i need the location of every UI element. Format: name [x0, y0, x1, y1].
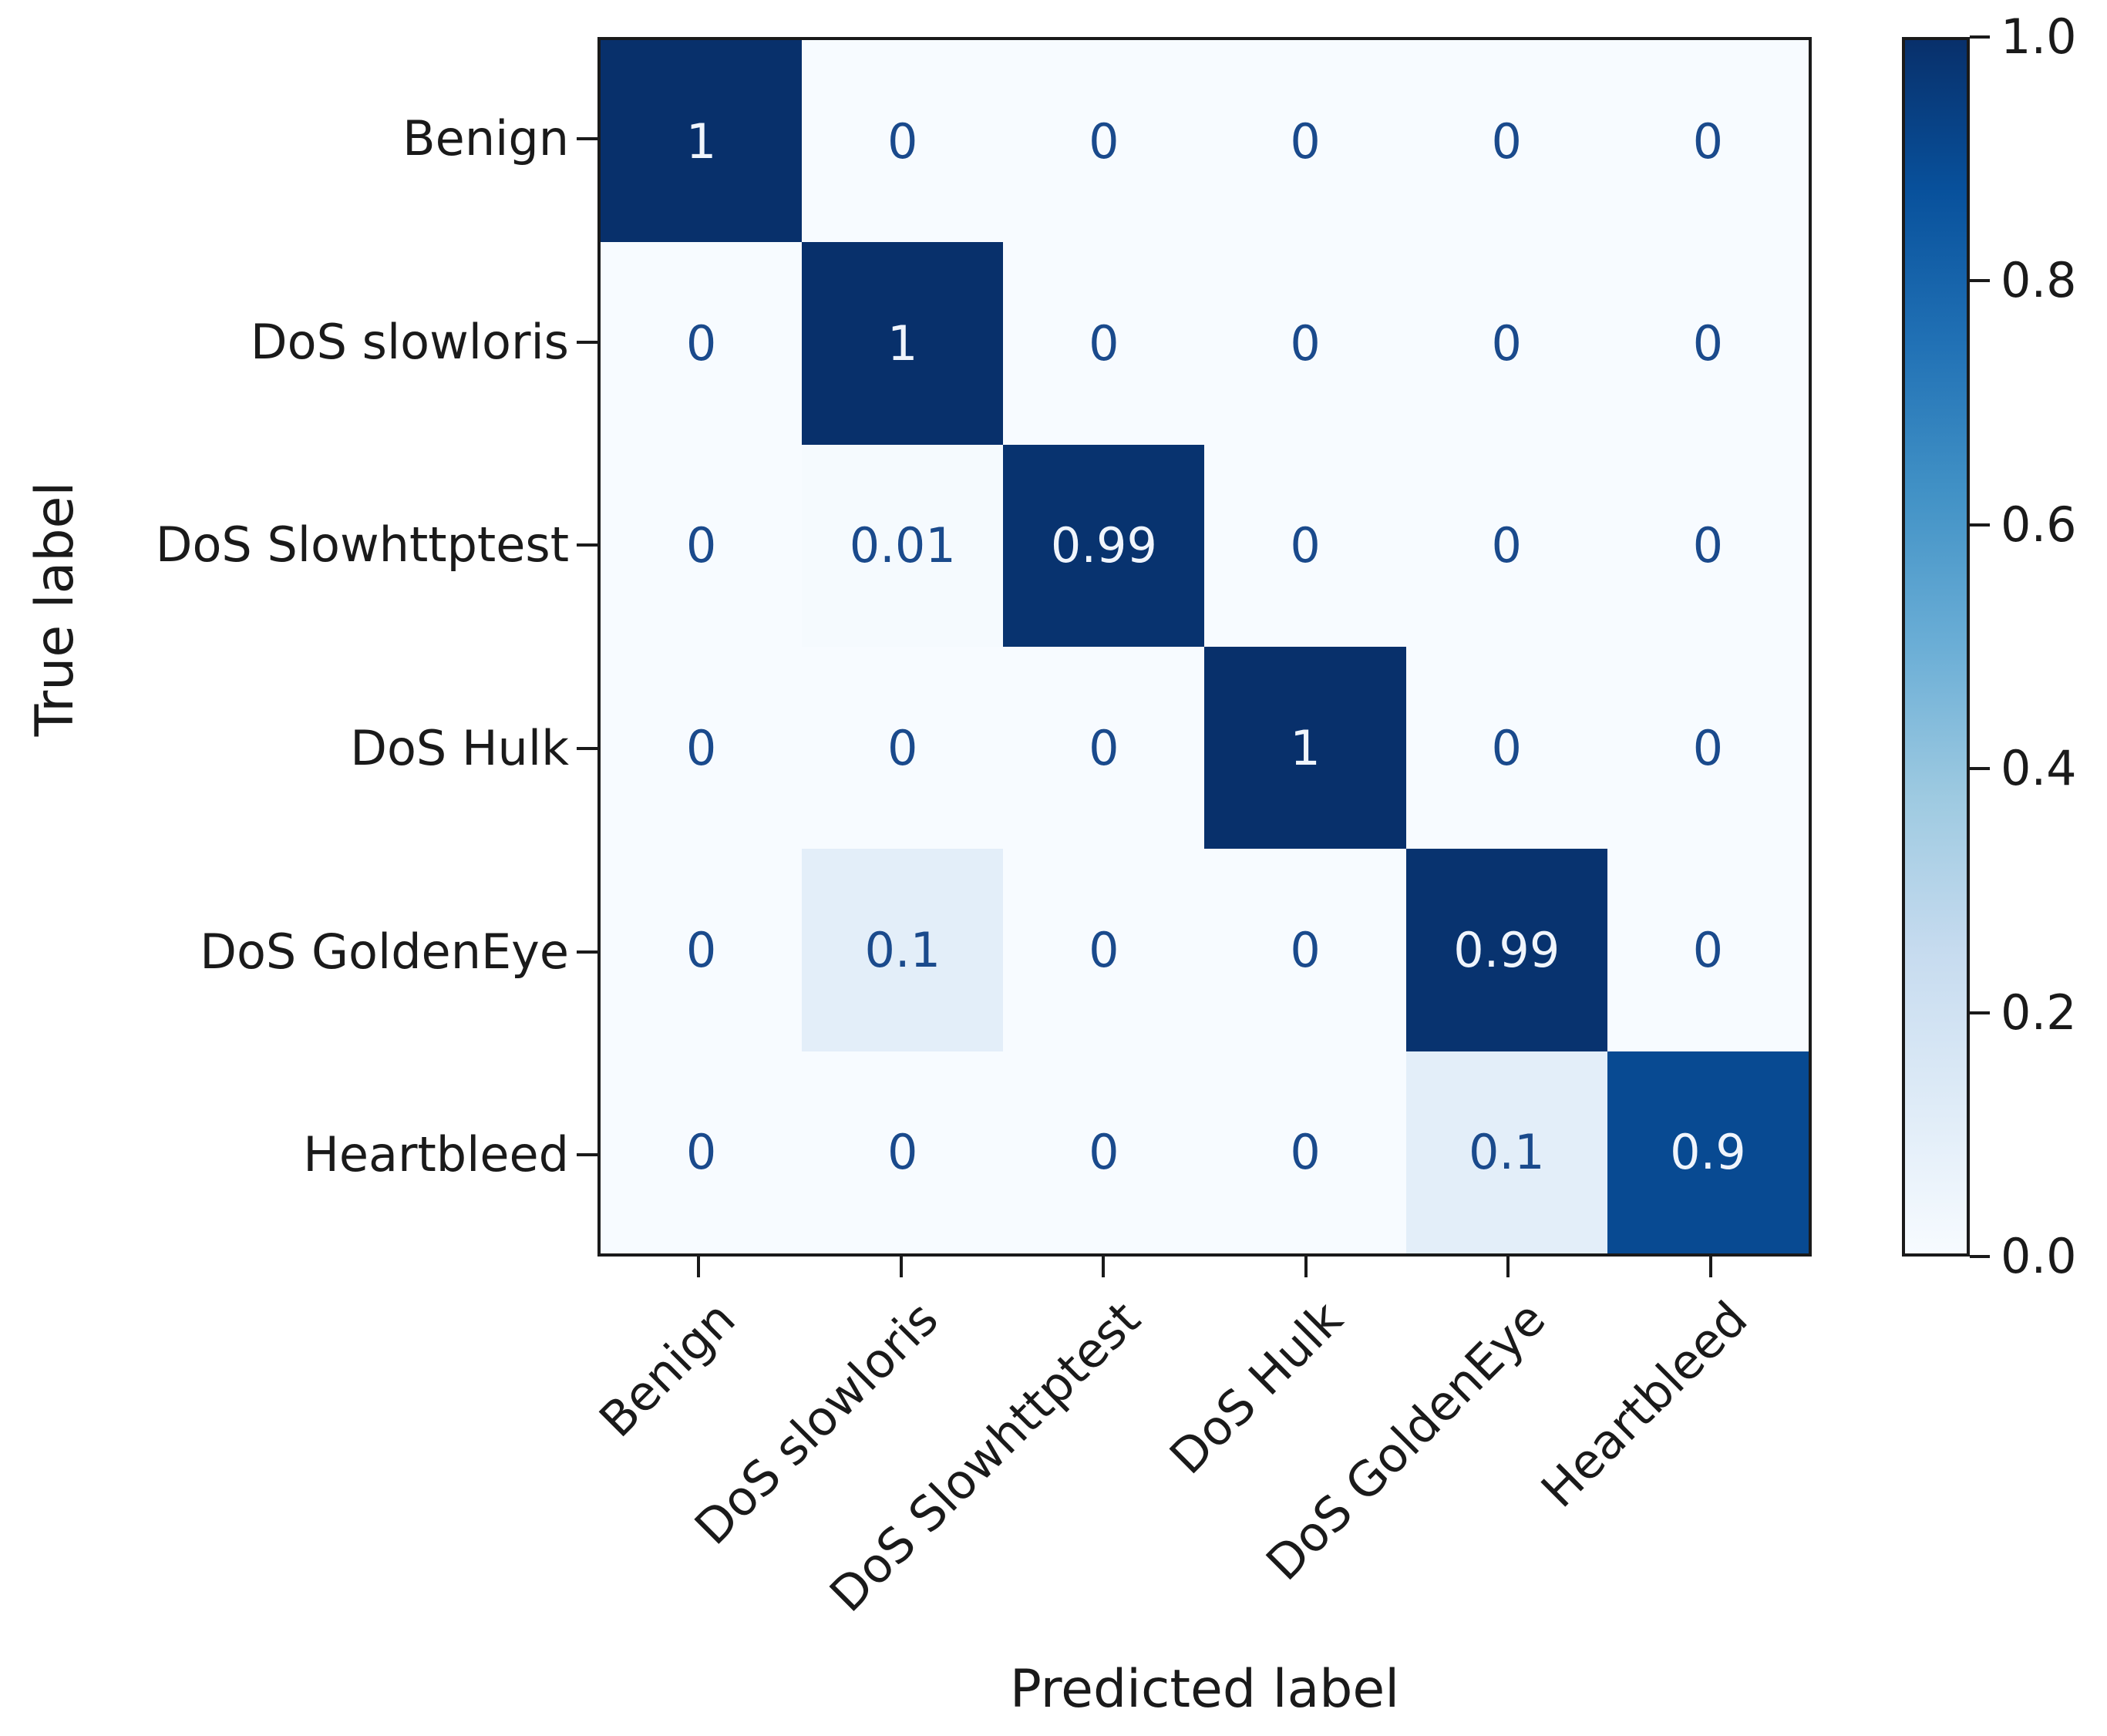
matrix-cell: 0: [1003, 40, 1205, 243]
matrix-cell: 0: [1405, 647, 1607, 849]
x-tick-mark: [1304, 1257, 1308, 1277]
matrix-cell: 0: [1204, 40, 1406, 243]
y-tick-mark: [577, 543, 597, 547]
matrix-cell: 0: [1607, 849, 1809, 1051]
matrix-cell: 0.1: [802, 849, 1004, 1051]
colorbar-tick-label: 0.0: [2001, 1228, 2077, 1284]
matrix-cell: 0: [1405, 242, 1607, 445]
matrix-cell: 0: [1607, 242, 1809, 445]
colorbar-tick-label: 0.4: [2001, 740, 2077, 797]
matrix-cell: 0: [1405, 40, 1607, 243]
y-tick-label: DoS slowloris: [250, 313, 569, 370]
matrix-cell: 0.01: [802, 444, 1004, 647]
y-tick-mark: [577, 950, 597, 954]
matrix-cell: 0: [1003, 849, 1205, 1051]
matrix-cell: 0: [1607, 647, 1809, 849]
matrix-cell: 0: [1204, 1051, 1406, 1253]
matrix-cell: 0: [601, 444, 803, 647]
matrix-cell: 0: [802, 40, 1004, 243]
matrix-cell: 0: [1003, 242, 1205, 445]
matrix-cell: 0: [601, 647, 803, 849]
matrix-cell: 1: [802, 242, 1004, 445]
matrix-cell: 0: [601, 242, 803, 445]
colorbar-tick-label: 1.0: [2001, 8, 2077, 65]
x-tick-mark: [899, 1257, 903, 1277]
colorbar-tick-mark: [1970, 767, 1990, 771]
y-tick-label: DoS GoldenEye: [200, 923, 569, 980]
x-tick-label-text: Benign: [588, 1290, 746, 1448]
colorbar-tick-mark: [1970, 523, 1990, 527]
matrix-cell: 0: [1204, 849, 1406, 1051]
colorbar-tick-label: 0.6: [2001, 496, 2077, 553]
matrix-cell: 0: [1405, 444, 1607, 647]
matrix-cell: 0: [1607, 40, 1809, 243]
matrix-cell: 0: [601, 1051, 803, 1253]
y-tick-mark: [577, 1153, 597, 1157]
matrix-cell: 0: [1204, 444, 1406, 647]
x-tick-mark: [1708, 1257, 1712, 1277]
matrix-cell: 0.1: [1405, 1051, 1607, 1253]
x-tick-label-text: Heartbleed: [1530, 1290, 1759, 1519]
matrix-cell: 0: [802, 647, 1004, 849]
matrix-cell: 0.99: [1003, 444, 1205, 647]
colorbar-tick-mark: [1970, 1255, 1990, 1258]
matrix-cell: 0.99: [1405, 849, 1607, 1051]
matrix-cell: 0: [802, 1051, 1004, 1253]
x-tick-mark: [697, 1257, 701, 1277]
y-tick-label: Heartbleed: [303, 1126, 569, 1183]
y-tick-label: Benign: [402, 109, 569, 167]
matrix-cell: 0: [1607, 444, 1809, 647]
matrix-cell: 1: [601, 40, 803, 243]
y-tick-label: DoS Slowhttptest: [155, 516, 569, 574]
y-tick-mark: [577, 136, 597, 140]
matrix-cell: 0: [601, 849, 803, 1051]
x-axis-title: Predicted label: [1009, 1659, 1400, 1720]
matrix-cell: 0: [1003, 1051, 1205, 1253]
colorbar: [1902, 37, 1970, 1257]
matrix-cell: 1: [1204, 647, 1406, 849]
y-tick-mark: [577, 746, 597, 750]
colorbar-tick-mark: [1970, 279, 1990, 283]
colorbar-tick-label: 0.2: [2001, 984, 2077, 1041]
matrix-cell: 0.9: [1607, 1051, 1809, 1253]
heatmap-grid: 1 0 0 0 0 0 0 1 0 0 0 0 0 0.01 0.99 0 0 0 0 0 0 1 0 0 0 0.1 0 0 0.99…: [597, 37, 1812, 1257]
x-tick-mark: [1506, 1257, 1510, 1277]
colorbar-tick-mark: [1970, 35, 1990, 39]
y-tick-mark: [577, 340, 597, 344]
matrix-cell: 0: [1204, 242, 1406, 445]
colorbar-tick-label: 0.8: [2001, 252, 2077, 309]
y-tick-label: DoS Hulk: [350, 719, 569, 776]
matrix-cell: 0: [1003, 647, 1205, 849]
x-tick-mark: [1102, 1257, 1106, 1277]
colorbar-tick-mark: [1970, 1011, 1990, 1014]
x-tick-label-text: DoS Hulk: [1159, 1290, 1354, 1485]
